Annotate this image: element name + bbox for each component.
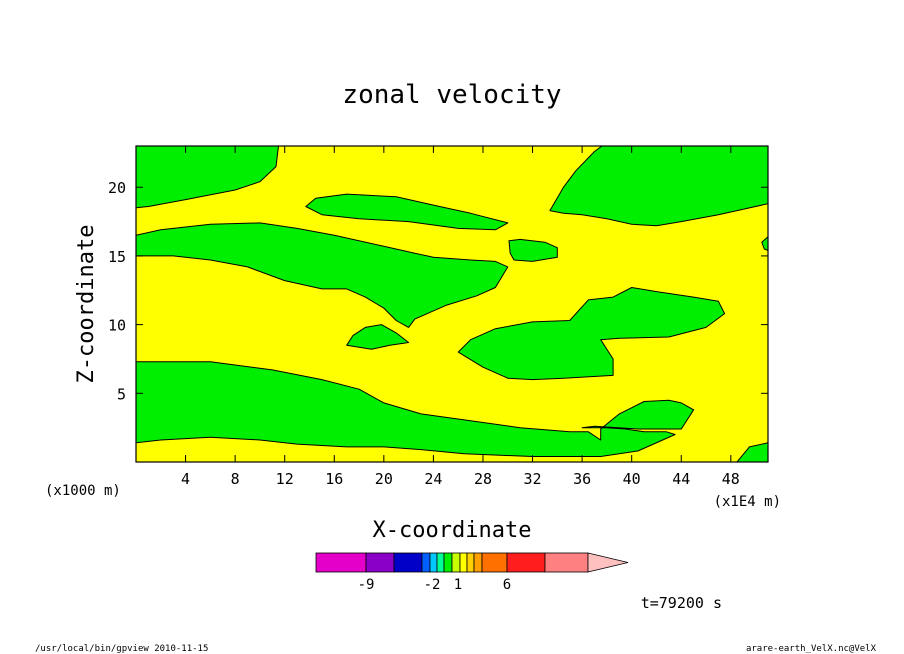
plot-frame: [135, 145, 769, 463]
colorbar-tick-label: -9: [358, 577, 375, 593]
x-tick-label: 16: [325, 470, 343, 488]
contour-region-small-blob-right: [508, 238, 558, 262]
contour-region-upper-band-left: [136, 222, 509, 328]
contour-region-bottom-right: [736, 442, 768, 462]
x-tick-label: 32: [524, 470, 542, 488]
colorbar-swatch: [365, 552, 395, 573]
contour-region-middle-lens: [346, 324, 410, 350]
x-tick-label: 24: [424, 470, 442, 488]
colorbar-swatch: [451, 552, 461, 573]
contour-region-upper-lens: [305, 193, 509, 231]
colorbar-swatch: [443, 552, 453, 573]
x-tick-label: 8: [231, 470, 240, 488]
y-tick-label: 15: [108, 248, 126, 266]
x-tick-label: 4: [181, 470, 190, 488]
colorbar-swatch: [429, 552, 438, 573]
contour-region-right-edge-nub: [761, 236, 768, 251]
x-tick-label: 28: [474, 470, 492, 488]
colorbar-swatch: [481, 552, 508, 573]
colorbar: -9 -2 1 6: [315, 552, 629, 593]
x-unit-right: (x1E4 m): [714, 494, 781, 510]
colorbar-swatch: [421, 552, 431, 573]
y-tick-label: 10: [108, 317, 126, 335]
x-tick-label: 48: [722, 470, 740, 488]
colorbar-swatch: [459, 552, 468, 573]
colorbar-tick-label: 1: [454, 577, 462, 593]
colorbar-swatch: [466, 552, 475, 573]
contour-region-upper-left: [136, 146, 279, 209]
footer-left: /usr/local/bin/gpview 2010-11-15: [35, 644, 208, 654]
colorbar-swatch: [393, 552, 423, 573]
y-axis-label: Z-coordinate: [74, 225, 99, 384]
x-tick-label: 20: [375, 470, 393, 488]
colorbar-swatch: [315, 552, 367, 573]
time-label: t=79200 s: [641, 594, 722, 612]
x-tick-label: 12: [276, 470, 294, 488]
colorbar-tick-label: -2: [424, 577, 441, 593]
contour-region-middle-right-band: [457, 287, 726, 381]
x-tick-label: 36: [573, 470, 591, 488]
colorbar-swatch: [506, 552, 546, 573]
x-tick-label: 44: [672, 470, 690, 488]
plot-area: [136, 146, 768, 462]
x-unit-left: (x1000 m): [45, 483, 121, 499]
colorbar-swatch: [544, 552, 589, 573]
contour-region-lower-band: [136, 361, 695, 457]
footer-right: arare-earth_VelX.nc@VelX: [746, 644, 877, 654]
colorbar-swatch: [473, 552, 483, 573]
x-axis-label: X-coordinate: [373, 518, 532, 543]
colorbar-swatch: [436, 552, 445, 573]
y-tick-label: 5: [117, 385, 126, 403]
colorbar-tick-label: 6: [503, 577, 511, 593]
contour-region-upper-right: [549, 146, 768, 227]
y-tick-label: 20: [108, 179, 126, 197]
chart-title: zonal velocity: [342, 80, 561, 110]
colorbar-arrow: [587, 552, 629, 573]
x-tick-label: 40: [623, 470, 641, 488]
